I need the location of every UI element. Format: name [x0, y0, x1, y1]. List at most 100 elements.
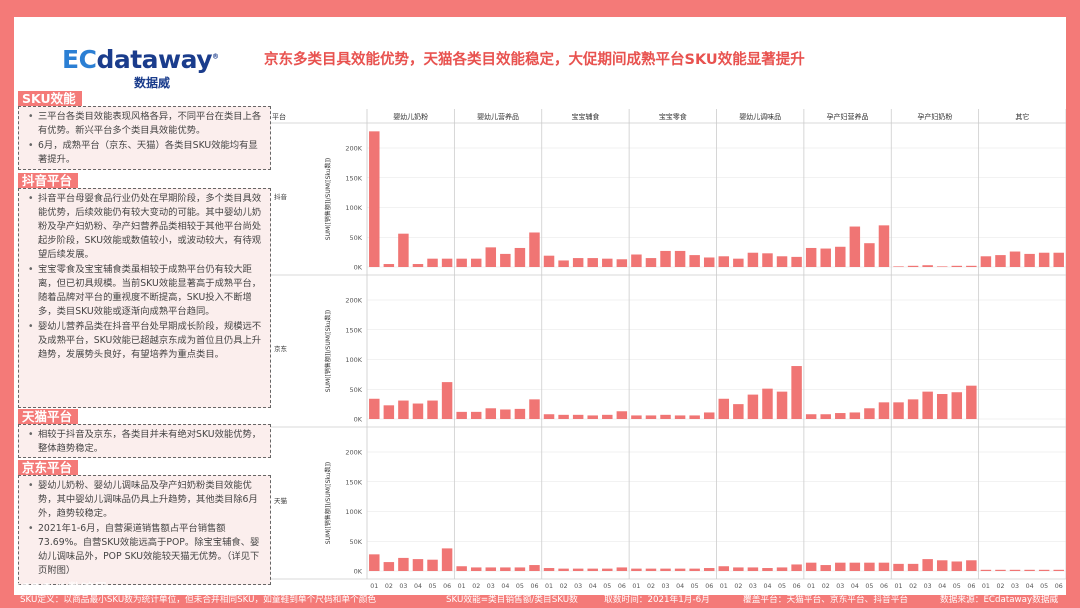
bar: [427, 559, 438, 571]
x-tick-label: 03: [399, 583, 407, 590]
x-tick-label: 04: [851, 583, 859, 590]
bar: [514, 567, 526, 571]
bar: [543, 414, 555, 419]
x-tick-label: 01: [370, 583, 378, 590]
bar: [631, 568, 642, 571]
bar: [1038, 252, 1050, 267]
panel-tmall: 相较于抖音及京东，各类目并未有绝对SKU效能优势，整体趋势稳定。: [18, 424, 271, 458]
x-tick-label: 02: [822, 583, 830, 590]
bar: [674, 415, 686, 419]
y-axis-title: SUM([销售额])/SUM([Sku数]): [324, 310, 332, 392]
bar: [572, 258, 584, 267]
bar: [835, 562, 846, 571]
bar: [369, 554, 380, 571]
panel-sku-item-2: 6月，成熟平台（京东、天猫）各类目SKU效能均有显著提升。: [27, 139, 264, 167]
bar: [398, 400, 409, 419]
bar: [500, 409, 511, 419]
y-tick-label: 100K: [345, 356, 362, 364]
bar: [922, 391, 933, 419]
panel-douyin: 抖音平台母婴食品行业仍处在早期阶段，多个类目具效能优势，后续效能仍有较大变动的可…: [18, 188, 271, 408]
bar: [966, 560, 977, 571]
platform-label: 抖音: [274, 192, 288, 201]
x-tick-label: 01: [895, 583, 903, 590]
bar: [427, 258, 438, 267]
x-tick-label: 01: [982, 583, 990, 590]
bar: [645, 568, 657, 571]
panel-douyin-item-3: 婴幼儿营养品类在抖音平台处早期成长阶段，规模远不及成熟平台，SKU效能已超越京东…: [27, 320, 264, 362]
y-tick-label: 0K: [354, 416, 363, 424]
x-tick-label: 02: [909, 583, 917, 590]
x-tick-label: 05: [778, 583, 786, 590]
bar: [747, 252, 759, 267]
bar: [383, 562, 395, 571]
bar: [878, 562, 890, 571]
bar: [441, 382, 453, 419]
bar: [441, 258, 453, 267]
bar: [864, 562, 875, 571]
bar: [835, 413, 846, 419]
bar: [1053, 252, 1064, 267]
bar: [441, 548, 453, 571]
bar: [616, 567, 628, 571]
x-tick-label: 06: [705, 583, 713, 590]
x-tick-label: 06: [1055, 583, 1063, 590]
x-tick-label: 01: [632, 583, 640, 590]
y-tick-label: 50K: [349, 386, 362, 394]
bar: [383, 405, 395, 419]
y-tick-label: 150K: [345, 478, 362, 486]
logo-dataway: dataway: [96, 45, 213, 74]
x-tick-label: 01: [807, 583, 815, 590]
panel-douyin-item-1: 抖音平台母婴食品行业仍处在早期阶段，多个类目具效能优势，后续效能仍有较大变动的可…: [27, 192, 264, 262]
bar: [660, 414, 671, 419]
x-tick-label: 02: [472, 583, 480, 590]
bar: [369, 398, 380, 419]
x-tick-label: 01: [458, 583, 466, 590]
bar: [762, 568, 773, 571]
x-tick-label: 03: [487, 583, 495, 590]
y-tick-label: 50K: [349, 234, 362, 242]
bar: [485, 247, 497, 267]
bar: [820, 248, 831, 267]
bar: [820, 565, 831, 571]
bar: [936, 266, 948, 267]
bar: [805, 247, 817, 267]
footer-formula: SKU效能=类目销售额/类目SKU数: [446, 595, 578, 605]
bar: [703, 568, 715, 571]
bar: [951, 265, 963, 267]
x-tick-label: 06: [618, 583, 626, 590]
bar: [660, 250, 671, 267]
panel-title-jd: 京东平台: [18, 460, 79, 476]
bar: [762, 388, 773, 419]
bar: [995, 569, 1006, 571]
bar: [893, 563, 904, 571]
bar: [616, 411, 628, 419]
logo-ec: EC: [62, 45, 97, 74]
bar: [529, 565, 540, 571]
x-tick-label: 03: [924, 583, 932, 590]
bar: [893, 402, 904, 419]
bar: [1024, 253, 1035, 267]
bar: [718, 256, 730, 267]
bar: [703, 257, 715, 267]
bar: [966, 385, 977, 419]
panel-jd-item-1: 婴幼儿奶粉、婴幼儿调味品及孕产妇奶粉类目效能优势，其中婴幼儿调味品仍具上升趋势，…: [27, 479, 264, 521]
page-headline: 京东多类目具效能优势，天猫各类目效能稳定，大促期间成熟平台SKU效能显著提升: [264, 52, 805, 68]
bar: [805, 562, 817, 571]
x-tick-label: 02: [560, 583, 568, 590]
bar: [1009, 569, 1021, 571]
bar: [805, 414, 817, 419]
bar: [922, 265, 933, 267]
footer-period: 取数时间：2021年1月-6月: [604, 595, 710, 605]
bar: [485, 567, 497, 571]
bar: [369, 131, 380, 267]
bar: [791, 564, 802, 571]
bar: [1009, 251, 1021, 267]
category-header: 宝宝辅食: [571, 112, 599, 121]
logo-wordmark: ECdataway®: [62, 45, 219, 74]
sku-efficiency-chart: 平台 婴幼儿奶粉 婴幼儿营养品 宝宝辅食 宝宝零食 婴幼儿调味品 孕产妇营养品 孕产妇奶粉 其它…: [270, 109, 1066, 590]
x-tick-label: 05: [1040, 583, 1048, 590]
y-tick-label: 0K: [354, 264, 363, 272]
bar: [674, 250, 686, 267]
bar: [733, 404, 744, 419]
bar: [776, 391, 788, 419]
